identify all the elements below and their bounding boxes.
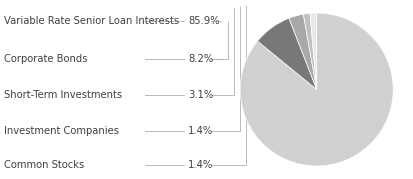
- Text: 1.4%: 1.4%: [188, 160, 213, 170]
- Text: 3.1%: 3.1%: [188, 90, 213, 100]
- Text: 1.4%: 1.4%: [188, 126, 213, 136]
- Wedge shape: [240, 13, 392, 166]
- Text: Short-Term Investments: Short-Term Investments: [4, 90, 122, 100]
- Wedge shape: [303, 13, 316, 90]
- Wedge shape: [257, 18, 316, 90]
- Text: 85.9%: 85.9%: [188, 16, 219, 26]
- Wedge shape: [309, 13, 316, 89]
- Wedge shape: [288, 14, 316, 90]
- Text: Corporate Bonds: Corporate Bonds: [4, 54, 88, 64]
- Text: Common Stocks: Common Stocks: [4, 160, 84, 170]
- Text: Investment Companies: Investment Companies: [4, 126, 119, 136]
- Text: 8.2%: 8.2%: [188, 54, 213, 64]
- Text: Variable Rate Senior Loan Interests: Variable Rate Senior Loan Interests: [4, 16, 179, 26]
